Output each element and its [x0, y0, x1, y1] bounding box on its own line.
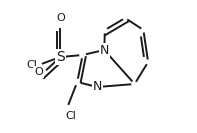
Text: O: O	[34, 67, 43, 77]
Text: S: S	[56, 50, 65, 64]
Text: N: N	[99, 43, 109, 57]
Text: N: N	[93, 80, 102, 93]
Text: O: O	[56, 13, 65, 23]
Text: Cl: Cl	[65, 111, 76, 121]
Text: Cl: Cl	[27, 60, 37, 70]
